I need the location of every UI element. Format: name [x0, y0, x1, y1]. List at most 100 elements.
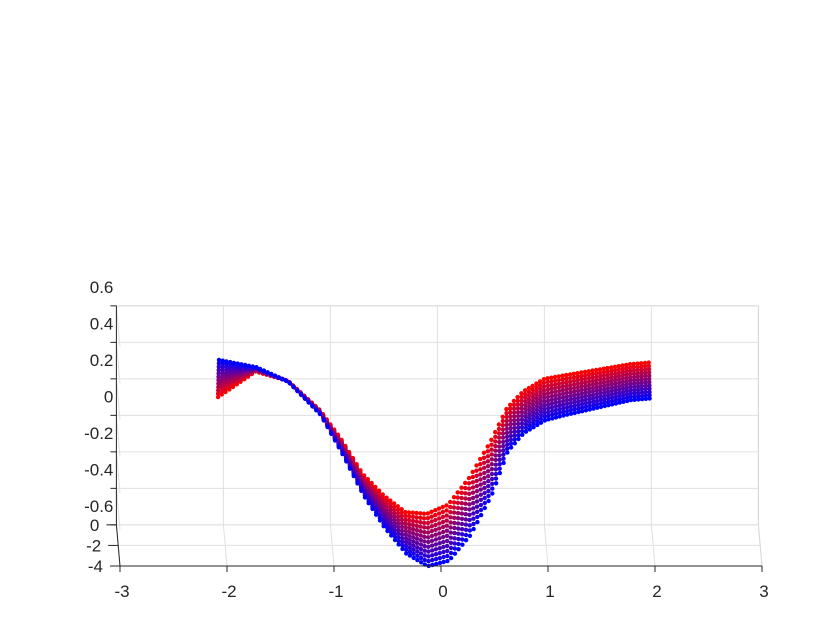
- data-point: [410, 522, 416, 528]
- data-point: [617, 383, 622, 389]
- data-point: [587, 403, 592, 409]
- data-point: [545, 379, 550, 385]
- data-point: [489, 447, 494, 452]
- data-point: [568, 400, 573, 406]
- data-point: [635, 361, 640, 366]
- data-point: [400, 539, 405, 544]
- data-point: [602, 386, 607, 392]
- data-point: [590, 378, 595, 384]
- data-point: [541, 384, 547, 389]
- data-point: [421, 516, 427, 521]
- data-point: [508, 441, 514, 446]
- data-point: [635, 384, 641, 389]
- data-point: [445, 558, 450, 564]
- z-tick-label: -0.4: [84, 460, 113, 479]
- data-point: [497, 466, 502, 471]
- data-point: [609, 378, 614, 384]
- data-point: [485, 454, 491, 459]
- data-point: [545, 376, 550, 381]
- data-point: [459, 485, 464, 490]
- data-point: [422, 539, 427, 544]
- data-point: [598, 374, 603, 379]
- data-point: [467, 517, 472, 523]
- data-point: [605, 369, 610, 374]
- data-point: [597, 370, 603, 375]
- data-point: [396, 542, 401, 547]
- data-point: [639, 396, 645, 402]
- data-point: [463, 538, 469, 543]
- data-point: [418, 537, 423, 543]
- data-point: [436, 506, 442, 511]
- data-point: [444, 513, 449, 518]
- data-point: [560, 388, 566, 393]
- data-point: [534, 392, 539, 398]
- data-point: [215, 394, 221, 400]
- data-point: [530, 383, 535, 389]
- data-point: [291, 385, 296, 390]
- data-point: [452, 536, 457, 541]
- data-point: [497, 448, 502, 454]
- data-point: [497, 453, 502, 458]
- data-point: [571, 375, 577, 380]
- data-point: [467, 523, 472, 528]
- data-point: [535, 422, 540, 428]
- data-point: [579, 391, 584, 396]
- data-point: [609, 368, 614, 373]
- data-point: [519, 421, 525, 426]
- data-point: [418, 542, 424, 547]
- data-point: [471, 500, 476, 506]
- data-point: [628, 384, 633, 390]
- data-point: [606, 399, 611, 404]
- data-point: [459, 527, 465, 532]
- data-point: [474, 473, 479, 478]
- data-point: [590, 385, 596, 391]
- data-point: [433, 537, 438, 542]
- data-point: [542, 403, 547, 408]
- data-point: [565, 408, 570, 414]
- data-point: [564, 372, 569, 378]
- data-point: [407, 522, 412, 527]
- data-point: [403, 532, 408, 537]
- data-point: [486, 488, 491, 494]
- data-point: [493, 462, 498, 467]
- data-point: [531, 410, 536, 415]
- data-point: [538, 386, 543, 392]
- z-tick-label: -0.6: [84, 497, 113, 516]
- data-point: [639, 393, 645, 399]
- data-point: [586, 372, 592, 377]
- data-point: [219, 386, 225, 391]
- data-point: [617, 400, 622, 405]
- data-point: [299, 392, 304, 398]
- data-point: [572, 385, 577, 391]
- data-point: [545, 391, 551, 396]
- data-point: [219, 383, 225, 388]
- data-point: [605, 365, 610, 371]
- data-point: [377, 518, 383, 523]
- data-point: [403, 536, 409, 541]
- data-point: [455, 516, 461, 521]
- data-point: [572, 400, 577, 405]
- data-point: [576, 399, 581, 404]
- data-point: [437, 546, 442, 551]
- data-point: [542, 395, 547, 401]
- data-point: [643, 393, 648, 398]
- data-point: [587, 396, 592, 402]
- data-point: [500, 431, 506, 436]
- data-point: [530, 402, 536, 407]
- data-point: [632, 381, 637, 386]
- data-point: [612, 367, 618, 373]
- data-point: [493, 448, 498, 453]
- data-point: [628, 378, 633, 383]
- data-point: [418, 555, 424, 561]
- data-point: [628, 381, 633, 386]
- data-point: [325, 424, 330, 430]
- data-point: [422, 534, 427, 539]
- data-point: [527, 412, 532, 417]
- data-point: [441, 534, 446, 540]
- data-point: [567, 372, 573, 377]
- data-point: [545, 394, 551, 400]
- data-point: [434, 561, 439, 567]
- data-point: [396, 524, 401, 530]
- data-point: [508, 418, 513, 423]
- data-point: [557, 399, 562, 405]
